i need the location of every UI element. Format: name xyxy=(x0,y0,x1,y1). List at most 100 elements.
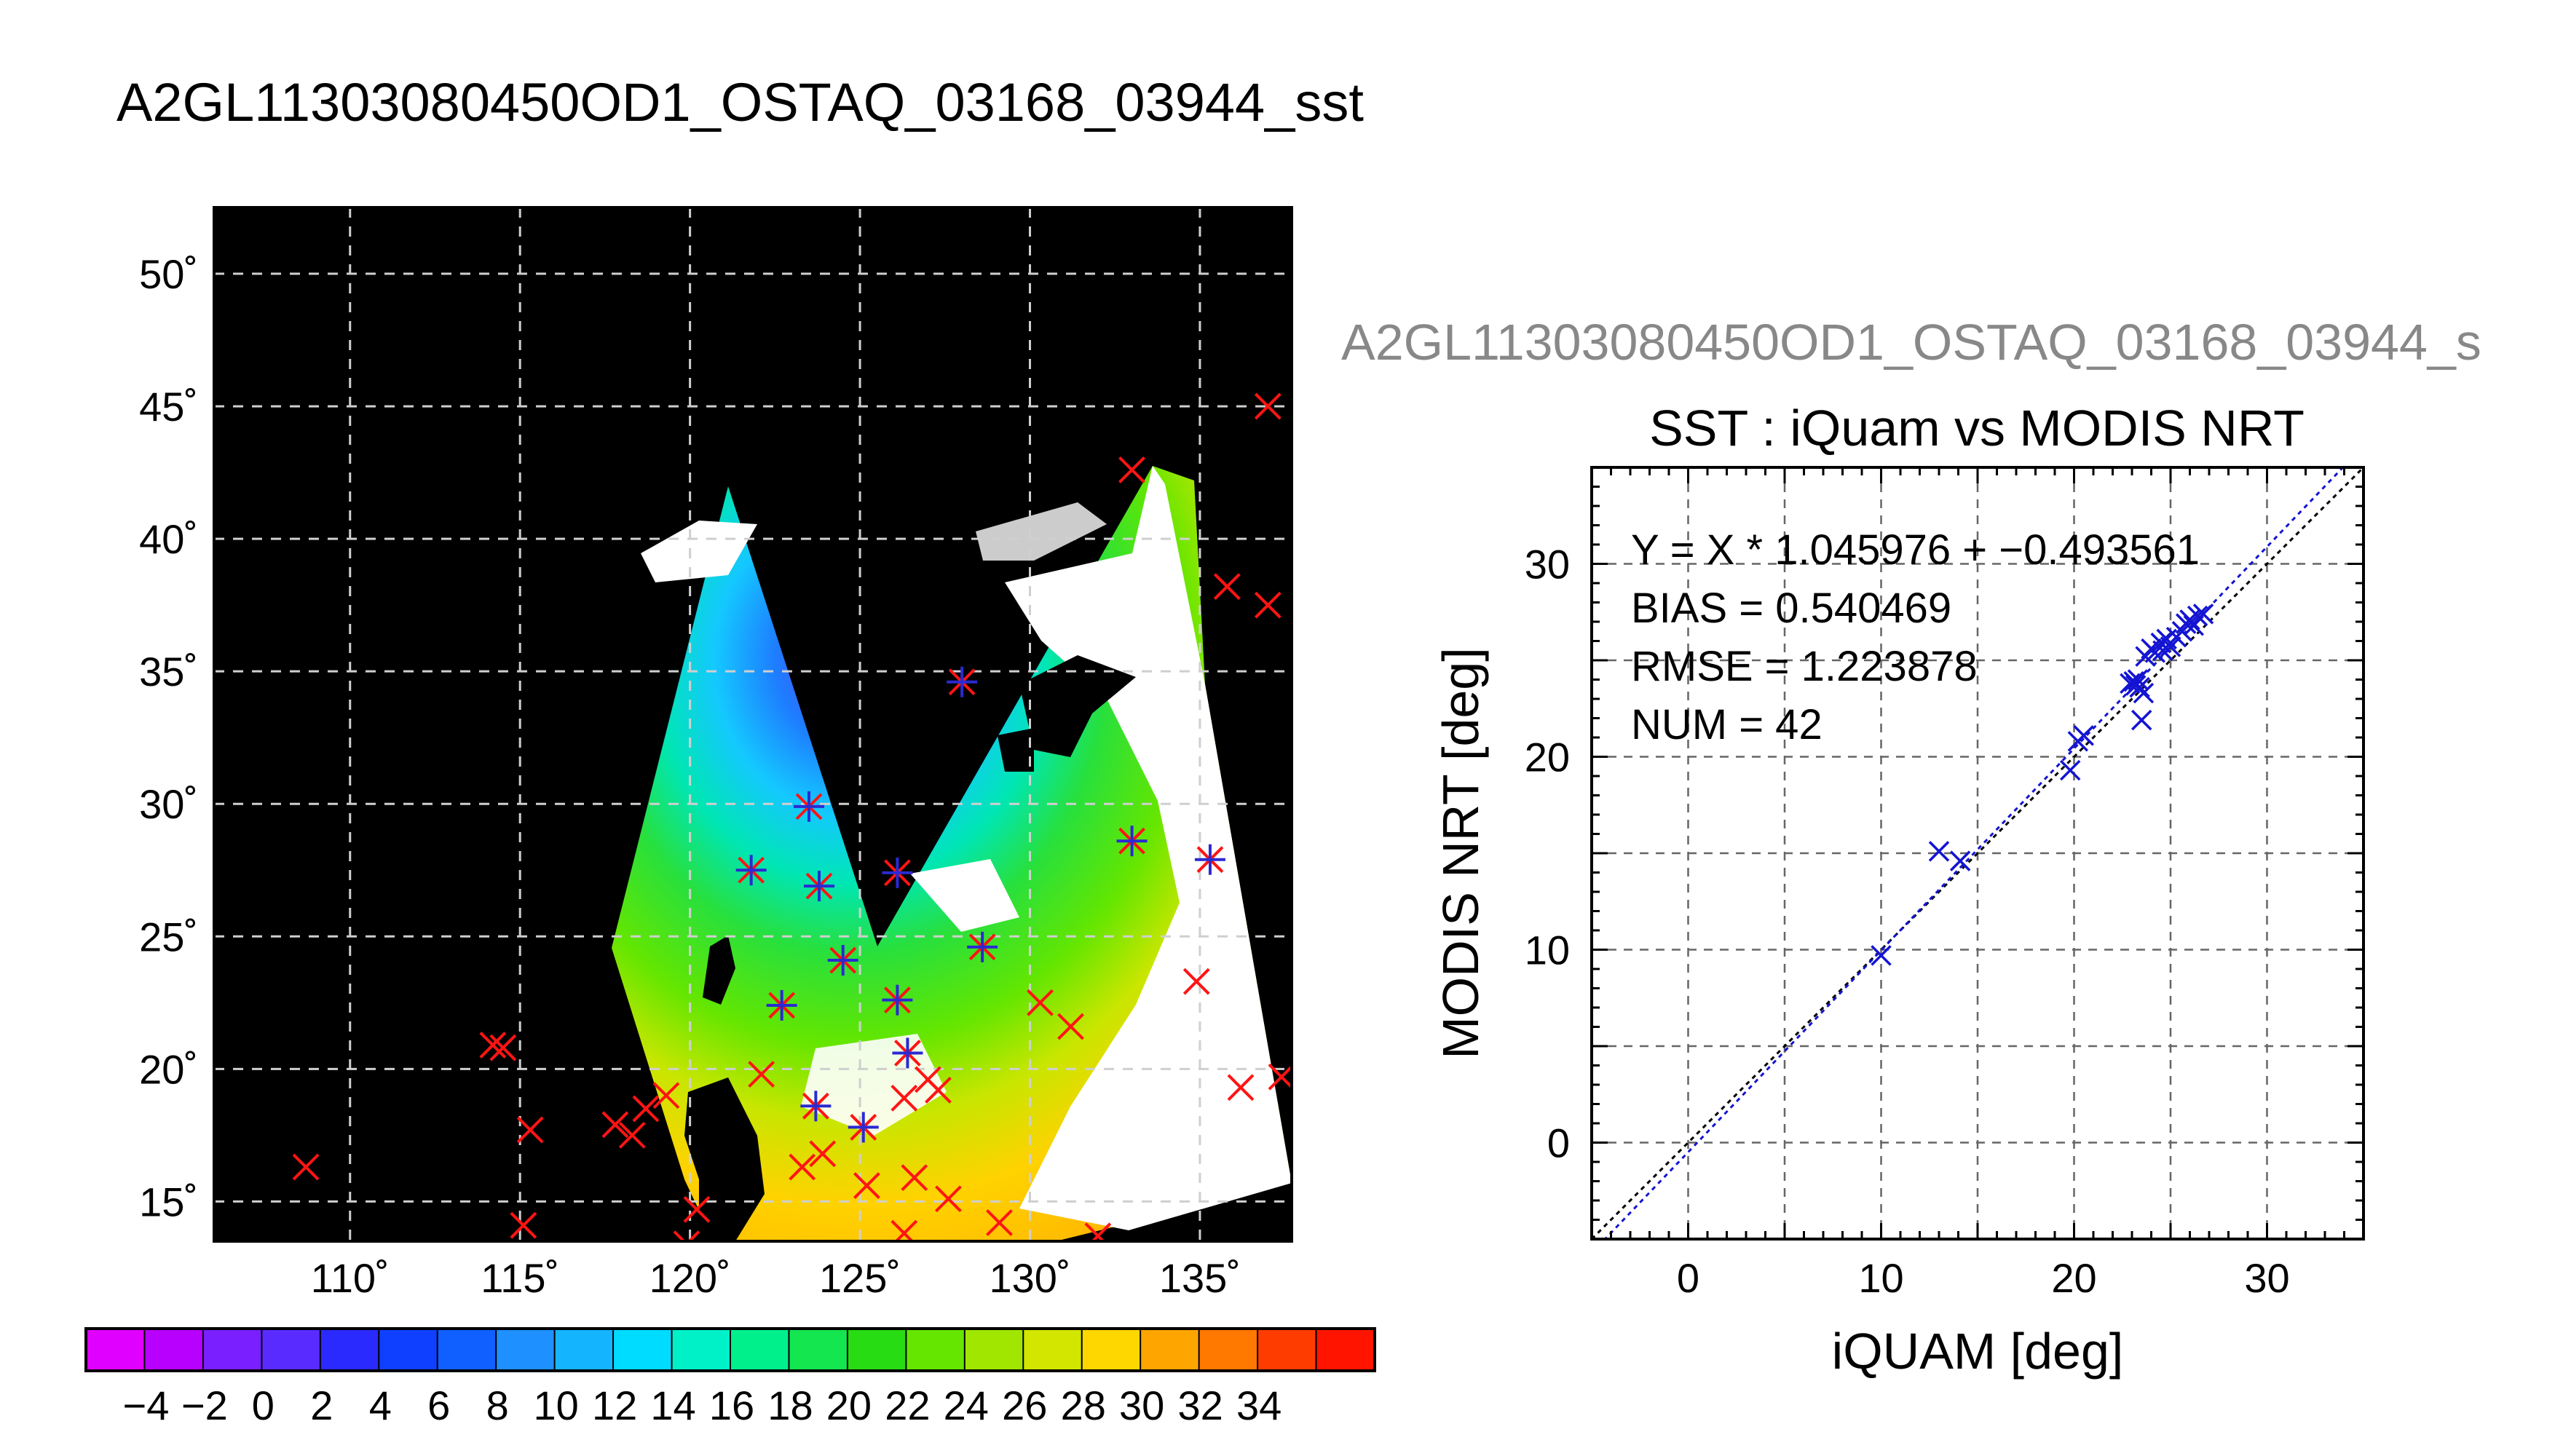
colorbar-tick: 34 xyxy=(1236,1382,1282,1428)
station-marker xyxy=(632,1095,660,1123)
map-lon-tick: 135˚ xyxy=(1159,1255,1241,1301)
colorbar-segment xyxy=(671,1329,731,1371)
map-lat-tick: 50˚ xyxy=(139,251,198,297)
scatter-point xyxy=(2059,759,2081,781)
station-marker xyxy=(618,1121,646,1149)
scatter-point xyxy=(2152,640,2173,661)
colorbar-tick: 10 xyxy=(533,1382,578,1428)
cloud-area xyxy=(976,502,1107,561)
station-marker xyxy=(891,1084,918,1112)
stat-annotation: NUM = 42 xyxy=(1631,701,1823,748)
station-marker xyxy=(479,1032,507,1059)
colorbar-tick: 18 xyxy=(767,1382,813,1428)
station-marker xyxy=(794,791,825,822)
colorbar-tick: 2 xyxy=(310,1382,333,1428)
station-marker xyxy=(748,1061,775,1088)
colorbar-tick: 28 xyxy=(1061,1382,1106,1428)
scatter-point xyxy=(1871,945,1892,966)
colorbar-segment xyxy=(496,1329,556,1371)
station-marker xyxy=(789,1153,816,1181)
scatter-annotations: Y = X * 1.045976 + −0.493561 BIAS = 0.540… xyxy=(1631,526,2200,748)
colorbar-segment xyxy=(320,1329,379,1371)
scatter-points xyxy=(1871,604,2214,966)
station-marker xyxy=(735,855,767,886)
map-lat-tick: 15˚ xyxy=(139,1179,198,1224)
scatter-point xyxy=(1949,850,1971,871)
station-marker xyxy=(1194,844,1225,875)
station-marker xyxy=(892,1037,923,1069)
colorbar-tick: −2 xyxy=(181,1382,228,1428)
x-tick-label: 10 xyxy=(1858,1255,1903,1301)
colorbar-segment xyxy=(1316,1329,1375,1371)
scatter-point xyxy=(2127,669,2149,690)
map-frame xyxy=(213,206,1293,1243)
station-marker xyxy=(925,1077,952,1104)
land-korea xyxy=(874,553,947,684)
station-marker xyxy=(292,1153,320,1181)
station-marker xyxy=(1227,1074,1255,1101)
colorbar-segment xyxy=(144,1329,204,1371)
map-lat-tick: 20˚ xyxy=(139,1046,198,1092)
map-lon-tick: 130˚ xyxy=(989,1255,1070,1301)
station-marker xyxy=(1116,826,1148,857)
scatter-title: SST : iQuam vs MODIS NRT xyxy=(1649,400,2305,456)
colorbar-tick: 8 xyxy=(486,1382,509,1428)
colorbar-tick: 6 xyxy=(427,1382,450,1428)
map-lon-tick: 125˚ xyxy=(819,1255,901,1301)
colorbar-frame xyxy=(84,1327,1376,1372)
station-marker xyxy=(1084,1222,1112,1241)
station-marker xyxy=(510,1211,537,1239)
colorbar-segment xyxy=(964,1329,1024,1371)
colorbar-segment xyxy=(1081,1329,1141,1371)
colorbar-tick: 32 xyxy=(1177,1382,1223,1428)
colorbar-segment xyxy=(202,1329,262,1371)
x-axis-label: iQUAM [deg] xyxy=(1832,1323,2124,1380)
colorbar-tick: 24 xyxy=(944,1382,989,1428)
land-taiwan xyxy=(703,935,735,1005)
cloud-area xyxy=(641,521,757,582)
colorbar-tick: 12 xyxy=(592,1382,637,1428)
x-tick-label: 30 xyxy=(2244,1255,2289,1301)
station-marker xyxy=(1213,573,1241,601)
station-marker xyxy=(1027,989,1054,1016)
scatter-point xyxy=(2125,675,2147,696)
colorbar-segment xyxy=(1198,1329,1258,1371)
station-marker xyxy=(935,1185,962,1213)
map-lat-tick: 25˚ xyxy=(139,914,198,960)
station-marker xyxy=(901,1164,928,1192)
colorbar-segment xyxy=(906,1329,965,1371)
map-grid xyxy=(214,207,1292,1241)
scatter-granule-title: A2GL11303080450OD1_OSTAQ_03168_03944_s xyxy=(1341,314,2481,371)
colorbar-tick: 20 xyxy=(826,1382,872,1428)
y-tick-label: 0 xyxy=(1547,1120,1570,1166)
land-kyushu xyxy=(998,728,1034,772)
y-tick-label: 30 xyxy=(1525,542,1570,587)
station-marker xyxy=(882,984,913,1016)
station-marker xyxy=(652,1082,680,1109)
colorbar-tick: 0 xyxy=(252,1382,275,1428)
scatter-point xyxy=(2144,642,2166,663)
colorbar-segment xyxy=(1140,1329,1200,1371)
station-marker xyxy=(601,1111,629,1139)
colorbar-segment xyxy=(730,1329,789,1371)
colorbar-segment xyxy=(86,1329,145,1371)
colorbar-segment xyxy=(1023,1329,1083,1371)
land-japan xyxy=(1019,655,1136,757)
scatter-point xyxy=(2131,709,2152,731)
station-marker xyxy=(827,945,858,976)
colorbar-segment xyxy=(379,1329,438,1371)
map-lat-tick: 35˚ xyxy=(139,649,198,695)
y-tick-label: 10 xyxy=(1525,927,1570,973)
station-marker xyxy=(489,1034,517,1061)
colorbar-segment xyxy=(789,1329,848,1371)
colorbar-tick: 26 xyxy=(1002,1382,1047,1428)
scatter-point xyxy=(2129,676,2150,698)
map-lat-tick: 30˚ xyxy=(139,781,198,827)
scatter-lines xyxy=(1592,467,2364,1239)
x-tick-label: 20 xyxy=(2051,1255,2096,1301)
map-lat-labels: 50˚ 45˚ 40˚ 35˚ 30˚ 25˚ 20˚ 15˚ xyxy=(139,251,198,1224)
station-marker xyxy=(1182,968,1210,995)
station-marker xyxy=(683,1195,711,1223)
